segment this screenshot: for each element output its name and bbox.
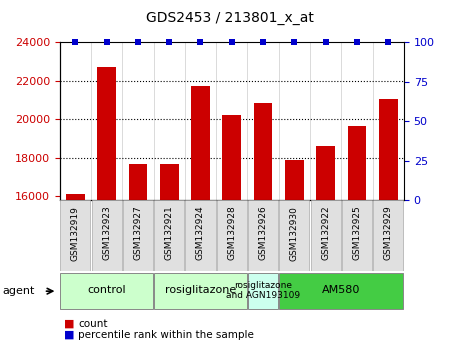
Text: GSM132925: GSM132925	[353, 206, 362, 261]
Text: count: count	[78, 319, 107, 329]
Bar	[185, 200, 216, 271]
Text: GSM132927: GSM132927	[134, 206, 142, 261]
Bar	[191, 86, 210, 200]
Text: percentile rank within the sample: percentile rank within the sample	[78, 330, 254, 339]
Text: GSM132922: GSM132922	[321, 206, 330, 260]
Bar	[66, 194, 85, 200]
Bar	[223, 115, 241, 200]
Text: GSM132919: GSM132919	[71, 206, 80, 261]
Bar	[97, 68, 116, 200]
Bar	[379, 99, 397, 200]
Text: GSM132930: GSM132930	[290, 206, 299, 261]
Text: AM580: AM580	[322, 285, 360, 295]
Bar	[254, 103, 273, 200]
Bar	[154, 200, 184, 271]
Text: GSM132921: GSM132921	[165, 206, 174, 261]
Bar	[60, 200, 90, 271]
Bar	[342, 200, 372, 271]
Text: ■: ■	[64, 330, 75, 339]
Text: GSM132929: GSM132929	[384, 206, 393, 261]
Text: rosiglitazone: rosiglitazone	[165, 285, 236, 295]
Text: GDS2453 / 213801_x_at: GDS2453 / 213801_x_at	[146, 11, 313, 25]
Bar	[248, 200, 278, 271]
Bar	[248, 273, 278, 309]
Bar	[373, 200, 403, 271]
Bar	[129, 165, 147, 200]
Text: ■: ■	[64, 319, 75, 329]
Bar	[217, 200, 247, 271]
Text: rosiglitazone
and AGN193109: rosiglitazone and AGN193109	[226, 281, 300, 300]
Bar	[347, 126, 366, 200]
Bar	[280, 273, 403, 309]
Bar	[160, 165, 179, 200]
Text: GSM132926: GSM132926	[258, 206, 268, 261]
Text: GSM132923: GSM132923	[102, 206, 111, 261]
Text: GSM132928: GSM132928	[227, 206, 236, 261]
Bar	[92, 200, 122, 271]
Bar	[60, 273, 153, 309]
Bar	[280, 200, 309, 271]
Bar	[154, 273, 247, 309]
Bar	[123, 200, 153, 271]
Text: control: control	[87, 285, 126, 295]
Text: GSM132924: GSM132924	[196, 206, 205, 260]
Bar	[316, 146, 335, 200]
Bar	[285, 160, 304, 200]
Text: agent: agent	[2, 286, 35, 296]
Bar	[311, 200, 341, 271]
